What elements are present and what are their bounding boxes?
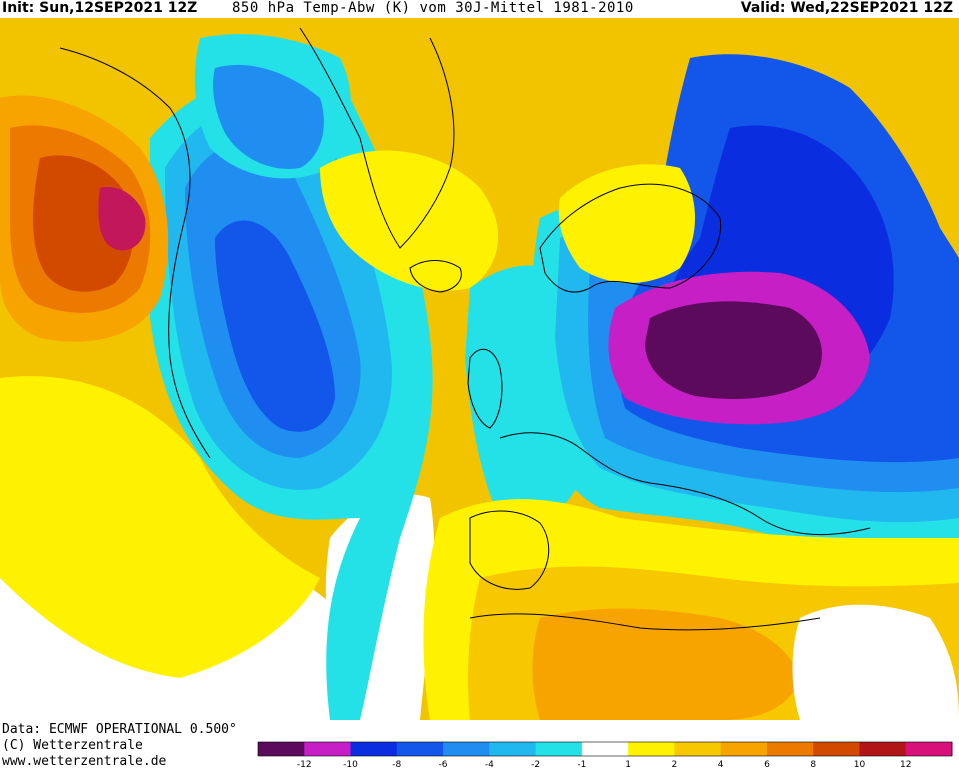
- legend-swatch: [859, 742, 907, 756]
- legend-swatch: [720, 742, 768, 756]
- legend-swatch: [766, 742, 814, 756]
- legend-swatch: [581, 742, 629, 756]
- legend-swatch: [396, 742, 444, 756]
- yellow-scandinavia: [558, 164, 695, 283]
- legend-swatch: [535, 742, 583, 756]
- orange-sahara: [532, 608, 800, 720]
- copyright-label: (C) Wetterzentrale: [2, 738, 143, 753]
- legend-frame: [257, 741, 953, 757]
- yellow-iceland-band: [320, 150, 499, 291]
- legend-tick-label: 10: [854, 760, 866, 770]
- greenland-coast: [299, 27, 455, 249]
- chart-header: Init: Sun,12SEP2021 12Z 850 hPa Temp-Abw…: [0, 0, 959, 18]
- legend-tick-label: 8: [810, 760, 816, 770]
- legend-swatch: [443, 742, 490, 756]
- temperature-anomaly-map: [0, 18, 959, 720]
- legend-tick-label: 1: [625, 760, 631, 770]
- coastline-layer: [59, 27, 871, 631]
- legend-tick-label: -12: [297, 760, 312, 770]
- website-label: www.wetterzentrale.de: [2, 754, 167, 769]
- legend-tick-label: -2: [531, 760, 540, 770]
- legend-color-bar: [257, 741, 953, 757]
- yellow-southwest: [0, 376, 320, 678]
- legend-swatch: [813, 742, 860, 756]
- legend-swatch: [674, 742, 722, 756]
- legend-tick-label: 12: [900, 760, 911, 770]
- legend-tick-label: -4: [485, 760, 494, 770]
- legend-tick-label: 4: [718, 760, 724, 770]
- canada-coast: [59, 47, 211, 459]
- legend-swatch: [905, 742, 953, 756]
- legend-tick-label: -8: [392, 760, 401, 770]
- legend-swatch: [350, 742, 398, 756]
- british-isles-coast: [467, 348, 503, 429]
- legend-tick-label: -10: [343, 760, 358, 770]
- map-title: 850 hPa Temp-Abw (K) vom 30J-Mittel 1981…: [232, 0, 634, 16]
- iceland-coast: [409, 260, 462, 293]
- legend-tick-label: 6: [764, 760, 770, 770]
- mid-blue-atlantic-core: [215, 220, 335, 432]
- init-time-label: Init: Sun,12SEP2021 12Z: [2, 0, 198, 16]
- legend-tick-label: -6: [439, 760, 448, 770]
- legend-swatch: [489, 742, 537, 756]
- blue-greenland-west: [213, 64, 324, 169]
- magenta-canada-peak: [98, 187, 146, 251]
- iberia-coast: [469, 510, 550, 590]
- legend-swatch: [304, 742, 352, 756]
- north-africa-coast: [469, 613, 821, 631]
- data-source-label: Data: ECMWF OPERATIONAL 0.500°: [2, 722, 237, 737]
- legend-tick-label: 2: [672, 760, 678, 770]
- europe-coast: [499, 432, 871, 535]
- color-scale-legend: -12 -10 -8 -6 -4 -2 -1 1 2 4 6 8 10 12: [257, 741, 953, 770]
- white-east-mediterranean: [792, 604, 959, 720]
- valid-time-label: Valid: Wed,22SEP2021 12Z: [740, 0, 953, 16]
- anomaly-field-regions: [0, 34, 959, 720]
- legend-swatch: [258, 742, 305, 756]
- legend-tick-labels: -12 -10 -8 -6 -4 -2 -1 1 2 4 6 8 10 12: [297, 760, 912, 770]
- purple-cold-core: [645, 301, 822, 399]
- legend-tick-label: -1: [577, 760, 586, 770]
- legend-swatch: [628, 742, 675, 756]
- scandinavia-coast: [539, 183, 722, 293]
